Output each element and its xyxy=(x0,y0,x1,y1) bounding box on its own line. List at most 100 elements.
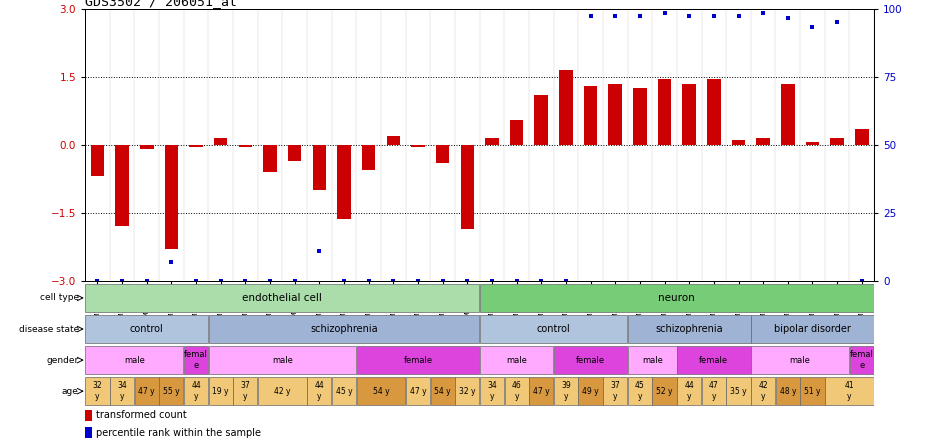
Text: endothelial cell: endothelial cell xyxy=(242,293,322,303)
Bar xyxy=(356,346,479,374)
Bar xyxy=(751,377,775,405)
Text: 47 y: 47 y xyxy=(410,387,426,396)
Bar xyxy=(781,83,795,145)
Text: 41
y: 41 y xyxy=(845,381,855,401)
Bar xyxy=(165,145,179,249)
Bar xyxy=(313,145,327,190)
Bar xyxy=(85,315,208,343)
Text: male: male xyxy=(124,356,145,365)
Text: schizophrenia: schizophrenia xyxy=(656,324,723,334)
Bar xyxy=(209,315,479,343)
Bar xyxy=(461,145,475,229)
Text: 34
y: 34 y xyxy=(487,381,497,401)
Text: female: female xyxy=(403,356,433,365)
Bar xyxy=(332,377,356,405)
Text: 39
y: 39 y xyxy=(561,381,571,401)
Bar xyxy=(603,377,627,405)
Bar xyxy=(135,377,159,405)
Bar xyxy=(233,377,257,405)
Text: 37
y: 37 y xyxy=(240,381,251,401)
Text: 47 y: 47 y xyxy=(139,387,155,396)
Text: 48 y: 48 y xyxy=(780,387,796,396)
Bar xyxy=(85,284,479,312)
Text: GDS3502 / 206051_at: GDS3502 / 206051_at xyxy=(85,0,237,8)
Bar xyxy=(800,377,824,405)
Bar xyxy=(702,377,726,405)
Text: 47
y: 47 y xyxy=(709,381,719,401)
Text: 46
y: 46 y xyxy=(512,381,522,401)
Text: control: control xyxy=(536,324,571,334)
Text: 54 y: 54 y xyxy=(373,387,389,396)
Bar xyxy=(258,377,307,405)
Bar xyxy=(436,145,450,163)
Bar xyxy=(140,145,154,149)
Text: female: female xyxy=(576,356,605,365)
Bar xyxy=(683,83,696,145)
Bar xyxy=(480,284,874,312)
Text: transformed count: transformed count xyxy=(95,411,187,420)
Bar xyxy=(628,315,750,343)
Text: 19 y: 19 y xyxy=(213,387,229,396)
Bar xyxy=(559,70,573,145)
Bar xyxy=(184,377,208,405)
Bar xyxy=(110,377,134,405)
Bar xyxy=(362,145,376,170)
Text: bipolar disorder: bipolar disorder xyxy=(774,324,851,334)
Bar xyxy=(214,138,228,145)
Text: male: male xyxy=(642,356,662,365)
Bar xyxy=(855,129,869,145)
Text: 42 y: 42 y xyxy=(274,387,290,396)
Text: percentile rank within the sample: percentile rank within the sample xyxy=(95,428,261,437)
Text: 34
y: 34 y xyxy=(117,381,127,401)
Bar xyxy=(91,145,105,176)
Bar xyxy=(633,88,647,145)
Text: femal
e: femal e xyxy=(184,350,208,370)
Bar xyxy=(529,377,553,405)
Bar xyxy=(209,377,233,405)
Bar xyxy=(412,145,425,147)
Bar xyxy=(806,143,820,145)
Bar xyxy=(288,145,302,161)
Bar xyxy=(264,145,277,172)
Bar xyxy=(628,346,676,374)
Text: disease state: disease state xyxy=(18,325,79,333)
Bar xyxy=(707,79,721,145)
Text: femal
e: femal e xyxy=(850,350,874,370)
Text: 49 y: 49 y xyxy=(582,387,598,396)
Bar xyxy=(307,377,331,405)
Text: male: male xyxy=(790,356,810,365)
Bar xyxy=(825,377,874,405)
Bar xyxy=(455,377,479,405)
Bar xyxy=(850,346,874,374)
Text: 42
y: 42 y xyxy=(758,381,768,401)
Bar xyxy=(584,86,598,145)
Bar xyxy=(85,346,183,374)
Text: age: age xyxy=(62,387,79,396)
Bar xyxy=(485,138,499,145)
Bar xyxy=(510,120,524,145)
Text: control: control xyxy=(130,324,164,334)
Text: 55 y: 55 y xyxy=(163,387,179,396)
Text: 54 y: 54 y xyxy=(435,387,451,396)
Bar xyxy=(430,377,455,405)
Bar xyxy=(726,377,750,405)
Text: female: female xyxy=(699,356,728,365)
Bar xyxy=(554,346,627,374)
Bar xyxy=(480,346,553,374)
Text: 45
y: 45 y xyxy=(635,381,645,401)
Text: 52 y: 52 y xyxy=(657,387,672,396)
Bar xyxy=(239,145,253,147)
Bar xyxy=(480,315,627,343)
Text: 37
y: 37 y xyxy=(610,381,620,401)
Text: neuron: neuron xyxy=(659,293,696,303)
Bar xyxy=(628,377,652,405)
Text: 32 y: 32 y xyxy=(459,387,475,396)
Bar xyxy=(209,346,356,374)
Bar xyxy=(406,377,430,405)
Text: 45 y: 45 y xyxy=(336,387,352,396)
Text: male: male xyxy=(506,356,527,365)
Bar xyxy=(387,136,401,145)
Bar xyxy=(338,145,351,219)
Bar xyxy=(751,346,849,374)
Bar xyxy=(159,377,183,405)
